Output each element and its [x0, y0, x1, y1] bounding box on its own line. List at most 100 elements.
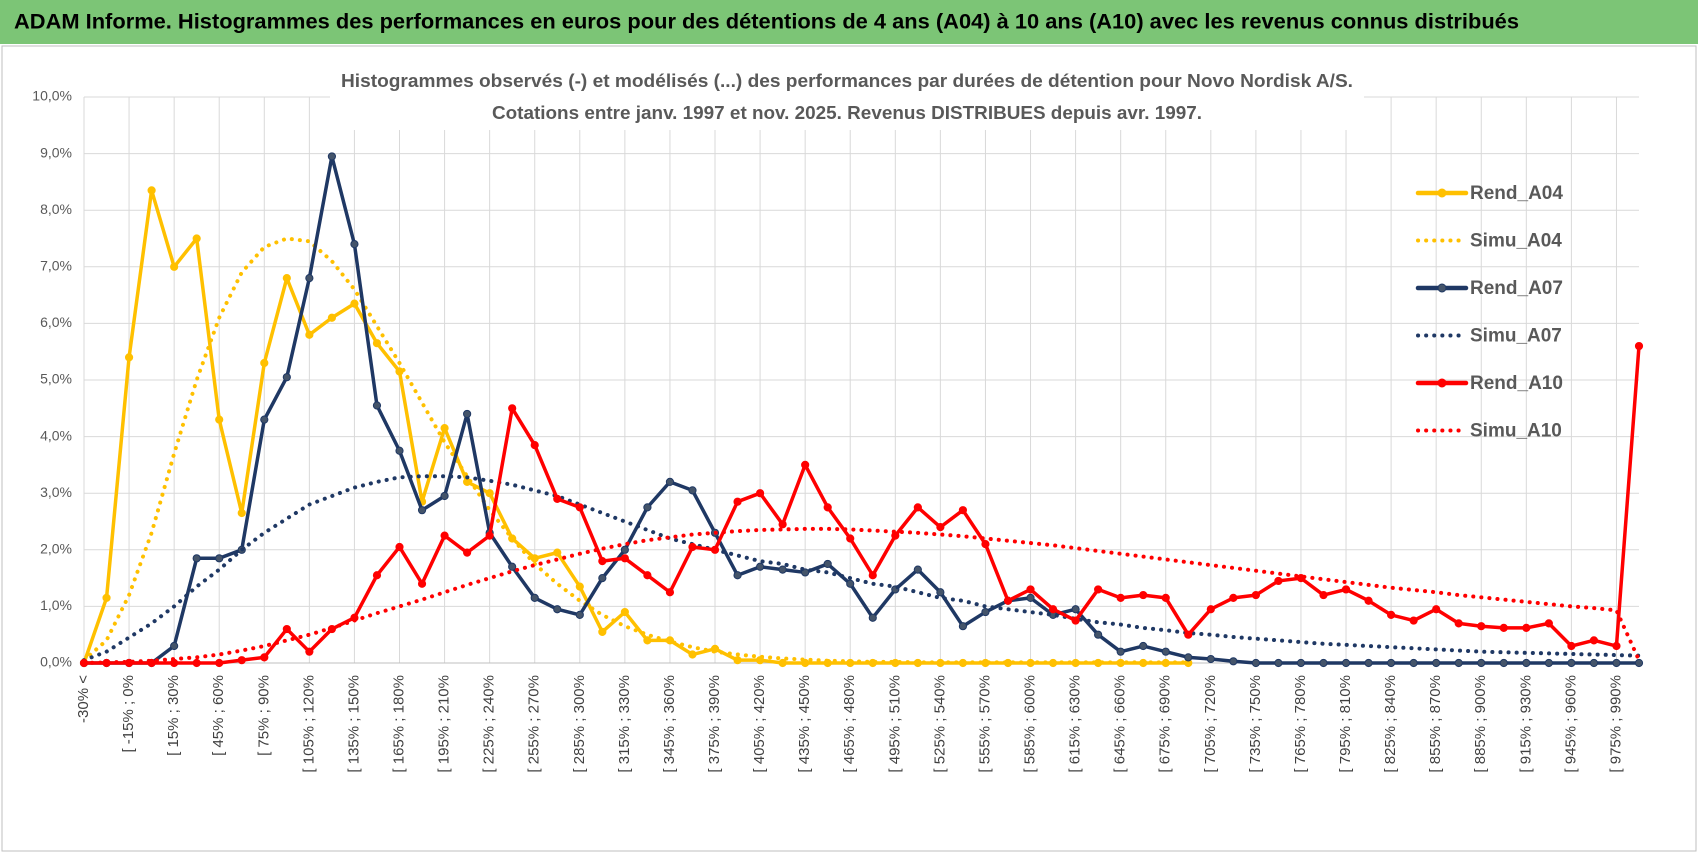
point-marker	[282, 274, 291, 283]
chart-subtitle: Cotations entre janv. 1997 et nov. 2025.…	[492, 103, 1202, 123]
point-marker	[1319, 590, 1328, 600]
point-marker	[1544, 619, 1553, 628]
legend-label: Simu_A10	[1470, 421, 1562, 442]
point-marker	[260, 415, 269, 424]
point-marker	[1567, 641, 1576, 651]
x-tick-label: [ 75% ; 90%	[255, 675, 272, 756]
point-marker	[688, 542, 697, 552]
x-tick-label: [ 315% ; 330%	[616, 675, 633, 773]
point-marker	[823, 503, 832, 512]
point-marker	[936, 588, 945, 597]
point-marker	[215, 658, 224, 668]
y-tick-label: 6,0%	[40, 314, 72, 330]
x-tick-label: [ 165% ; 180%	[390, 675, 407, 773]
x-tick-label: [ 645% ; 660%	[1112, 675, 1129, 773]
x-tick-label: [ 105% ; 120%	[300, 675, 317, 773]
point-marker	[1567, 658, 1576, 668]
point-marker	[530, 554, 539, 563]
point-marker	[102, 593, 111, 603]
x-tick-label: [ 675% ; 690%	[1157, 675, 1174, 773]
point-marker	[1206, 654, 1215, 664]
y-tick-label: 0,0%	[40, 654, 72, 670]
point-marker	[1116, 593, 1125, 603]
legend: Rend_A04 Simu_A04 Rend_A07 Simu_A07 Rend_A10…	[1415, 183, 1563, 442]
legend-label: Rend_A04	[1470, 183, 1563, 204]
point-marker	[260, 653, 269, 662]
x-tick-label: [ 285% ; 300%	[571, 675, 588, 773]
y-tick-label: 1,0%	[40, 597, 72, 613]
x-tick-label: [ 465% ; 480%	[841, 675, 858, 773]
point-marker	[1522, 623, 1531, 633]
x-tick-label: [ 405% ; 420%	[751, 675, 768, 773]
point-marker	[1229, 657, 1238, 666]
point-marker	[778, 565, 787, 574]
point-marker	[1387, 610, 1396, 619]
point-marker	[1612, 641, 1621, 651]
legend-label: Rend_A07	[1470, 278, 1563, 299]
plot	[79, 152, 1644, 668]
point-marker	[485, 489, 494, 498]
y-tick-label: 2,0%	[40, 541, 72, 557]
point-marker	[440, 424, 449, 433]
point-marker	[1589, 636, 1599, 645]
x-tick-label: [ 975% ; 990%	[1607, 675, 1624, 773]
legend-marker	[1437, 283, 1447, 293]
point-marker	[958, 506, 968, 515]
point-marker	[868, 571, 877, 580]
point-marker	[1296, 658, 1306, 668]
point-marker	[417, 506, 427, 515]
point-marker	[1274, 576, 1283, 586]
point-marker	[1522, 658, 1531, 668]
legend-marker	[1437, 378, 1447, 388]
y-tick-label: 7,0%	[40, 258, 72, 274]
point-marker	[1026, 593, 1035, 603]
point-marker	[598, 557, 607, 566]
point-marker	[260, 358, 269, 368]
x-tick-label: [ 375% ; 390%	[706, 675, 723, 773]
x-tick-label: [ 225% ; 240%	[481, 675, 498, 773]
point-marker	[846, 579, 855, 588]
point-marker	[710, 545, 720, 554]
point-marker	[846, 534, 855, 543]
point-marker	[665, 588, 675, 597]
x-tick-label: [ 135% ; 150%	[345, 675, 362, 773]
point-marker	[463, 548, 472, 557]
legend-label: Simu_A04	[1470, 231, 1562, 252]
point-marker	[553, 494, 562, 503]
point-marker	[1634, 341, 1644, 351]
point-marker	[350, 240, 359, 249]
point-marker	[981, 607, 990, 617]
point-marker	[665, 477, 675, 486]
point-marker	[1116, 647, 1125, 656]
y-tick-label: 5,0%	[40, 371, 72, 387]
point-marker	[598, 627, 607, 636]
x-tick-label: [ 435% ; 450%	[796, 675, 813, 773]
point-marker	[530, 593, 539, 603]
point-marker	[1003, 596, 1013, 605]
point-marker	[1454, 658, 1463, 668]
point-marker	[1409, 658, 1418, 668]
point-marker	[981, 540, 990, 549]
point-marker	[575, 503, 584, 512]
point-marker	[282, 624, 291, 634]
point-marker	[1184, 630, 1193, 639]
point-marker	[530, 440, 539, 450]
point-marker	[553, 605, 562, 614]
point-marker	[417, 579, 427, 588]
legend-marker	[1437, 188, 1447, 198]
x-tick-label: [ 555% ; 570%	[976, 675, 993, 773]
point-marker	[575, 610, 584, 619]
point-marker	[620, 607, 629, 617]
y-tick-label: 3,0%	[40, 484, 72, 500]
point-marker	[237, 508, 246, 518]
x-tick-label: [ 915% ; 930%	[1517, 675, 1534, 773]
point-marker	[463, 409, 472, 419]
point-marker	[1229, 593, 1238, 603]
observed-line	[82, 344, 1641, 665]
point-marker	[620, 545, 629, 554]
point-marker	[1139, 590, 1148, 600]
model-line	[82, 474, 1641, 663]
point-marker	[1094, 630, 1103, 639]
point-marker	[192, 234, 201, 243]
